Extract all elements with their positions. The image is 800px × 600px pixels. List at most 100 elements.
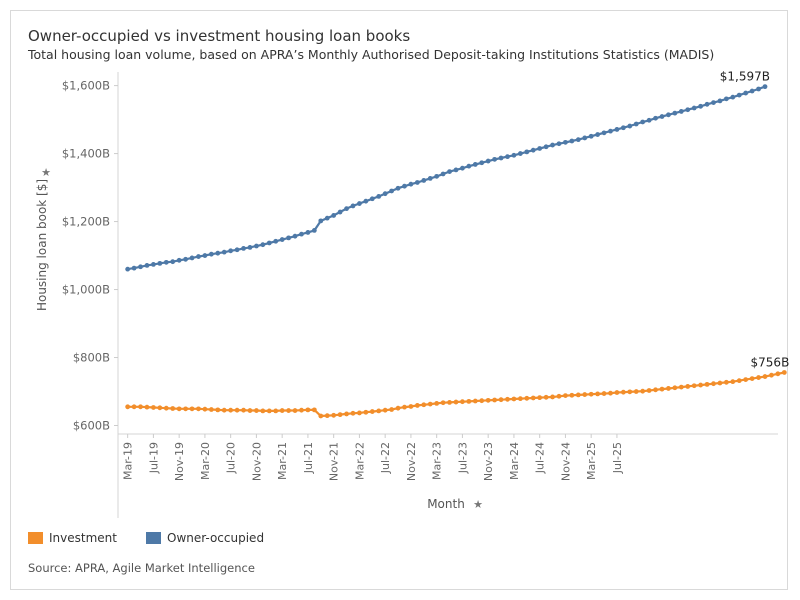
data-point-owner-occupied[interactable]	[189, 255, 195, 261]
data-point-investment[interactable]	[163, 405, 169, 411]
data-point-owner-occupied[interactable]	[279, 237, 285, 242]
data-point-investment[interactable]	[492, 397, 498, 403]
legend-item-investment[interactable]: Investment	[28, 531, 117, 545]
data-point-investment[interactable]	[363, 409, 369, 415]
data-point-investment[interactable]	[228, 407, 234, 413]
data-point-investment[interactable]	[717, 380, 723, 386]
data-point-owner-occupied[interactable]	[163, 259, 169, 265]
data-point-investment[interactable]	[131, 404, 137, 410]
data-point-owner-occupied[interactable]	[369, 196, 375, 202]
data-point-investment[interactable]	[376, 408, 382, 414]
data-point-owner-occupied[interactable]	[678, 109, 684, 114]
data-point-owner-occupied[interactable]	[762, 84, 768, 90]
data-point-owner-occupied[interactable]	[292, 233, 298, 239]
data-point-owner-occupied[interactable]	[646, 117, 652, 123]
data-point-investment[interactable]	[543, 394, 549, 400]
data-point-investment[interactable]	[170, 406, 176, 411]
data-point-investment[interactable]	[575, 392, 581, 398]
data-point-investment[interactable]	[402, 404, 407, 410]
data-point-investment[interactable]	[337, 412, 343, 418]
data-point-investment[interactable]	[666, 386, 671, 391]
data-point-owner-occupied[interactable]	[318, 218, 324, 224]
y-axis-label[interactable]: Housing loan book [$]	[35, 179, 49, 311]
data-point-investment[interactable]	[730, 379, 736, 385]
data-point-investment[interactable]	[659, 386, 665, 392]
data-point-investment[interactable]	[350, 410, 356, 416]
data-point-owner-occupied[interactable]	[691, 105, 697, 111]
data-point-investment[interactable]	[588, 391, 594, 397]
data-point-investment[interactable]	[202, 406, 208, 412]
data-point-owner-occupied[interactable]	[685, 107, 691, 113]
data-point-owner-occupied[interactable]	[157, 260, 163, 266]
data-point-investment[interactable]	[485, 397, 491, 403]
data-point-owner-occupied[interactable]	[215, 250, 221, 256]
data-point-investment[interactable]	[357, 410, 362, 416]
data-point-investment[interactable]	[395, 405, 401, 411]
data-point-investment[interactable]	[434, 401, 440, 406]
data-point-owner-occupied[interactable]	[357, 201, 362, 206]
data-point-investment[interactable]	[781, 370, 787, 375]
data-point-owner-occupied[interactable]	[131, 265, 137, 271]
x-axis-label[interactable]: Month	[427, 497, 465, 511]
series-line-owner-occupied[interactable]	[127, 85, 766, 271]
data-point-owner-occupied[interactable]	[569, 138, 575, 144]
legend-item-owner-occupied[interactable]: Owner-occupied	[146, 531, 264, 545]
data-point-owner-occupied[interactable]	[543, 144, 549, 150]
data-point-owner-occupied[interactable]	[659, 114, 665, 119]
data-point-investment[interactable]	[260, 408, 266, 414]
data-point-investment[interactable]	[479, 398, 485, 404]
data-point-investment[interactable]	[447, 399, 452, 405]
data-point-owner-occupied[interactable]	[505, 154, 510, 160]
data-point-owner-occupied[interactable]	[640, 119, 646, 125]
data-point-investment[interactable]	[672, 385, 678, 391]
data-point-investment[interactable]	[537, 395, 543, 401]
data-point-investment[interactable]	[389, 407, 395, 412]
data-point-owner-occupied[interactable]	[485, 158, 491, 164]
data-point-investment[interactable]	[247, 408, 253, 413]
data-point-investment[interactable]	[756, 375, 761, 380]
data-point-investment[interactable]	[614, 390, 620, 395]
data-point-investment[interactable]	[318, 413, 324, 419]
data-point-owner-occupied[interactable]	[582, 135, 588, 141]
data-point-owner-occupied[interactable]	[421, 178, 427, 183]
data-point-investment[interactable]	[775, 371, 781, 377]
data-point-owner-occupied[interactable]	[138, 264, 143, 270]
data-point-owner-occupied[interactable]	[749, 88, 755, 94]
data-point-investment[interactable]	[427, 401, 433, 407]
data-point-investment[interactable]	[769, 372, 774, 378]
data-point-owner-occupied[interactable]	[144, 263, 150, 268]
data-point-investment[interactable]	[472, 398, 478, 404]
data-point-investment[interactable]	[311, 407, 317, 413]
data-point-owner-occupied[interactable]	[202, 253, 208, 258]
data-point-owner-occupied[interactable]	[254, 243, 259, 249]
data-point-investment[interactable]	[711, 381, 716, 387]
data-point-owner-occupied[interactable]	[479, 160, 485, 166]
x-axis-pin-icon[interactable]: ★	[473, 498, 483, 511]
data-point-owner-occupied[interactable]	[331, 213, 337, 218]
data-point-owner-occupied[interactable]	[595, 132, 601, 137]
data-point-owner-occupied[interactable]	[350, 203, 356, 209]
data-point-investment[interactable]	[305, 407, 311, 413]
data-point-investment[interactable]	[382, 407, 388, 413]
data-point-investment[interactable]	[369, 409, 375, 414]
data-point-investment[interactable]	[723, 379, 729, 385]
data-point-investment[interactable]	[460, 399, 465, 405]
data-point-investment[interactable]	[505, 396, 510, 402]
data-point-owner-occupied[interactable]	[402, 183, 407, 189]
data-point-owner-occupied[interactable]	[627, 123, 633, 129]
data-point-owner-occupied[interactable]	[736, 92, 742, 98]
data-point-owner-occupied[interactable]	[221, 249, 227, 255]
data-point-owner-occupied[interactable]	[460, 165, 465, 171]
data-point-investment[interactable]	[691, 383, 697, 389]
data-point-investment[interactable]	[678, 384, 684, 390]
data-point-investment[interactable]	[640, 388, 646, 394]
data-point-owner-occupied[interactable]	[550, 142, 555, 148]
data-point-investment[interactable]	[414, 403, 420, 408]
data-point-owner-occupied[interactable]	[453, 167, 459, 173]
data-point-investment[interactable]	[762, 374, 768, 379]
data-point-investment[interactable]	[563, 393, 568, 398]
data-point-investment[interactable]	[324, 413, 330, 419]
data-point-investment[interactable]	[151, 405, 156, 410]
data-point-investment[interactable]	[608, 390, 613, 396]
data-point-investment[interactable]	[189, 406, 195, 412]
